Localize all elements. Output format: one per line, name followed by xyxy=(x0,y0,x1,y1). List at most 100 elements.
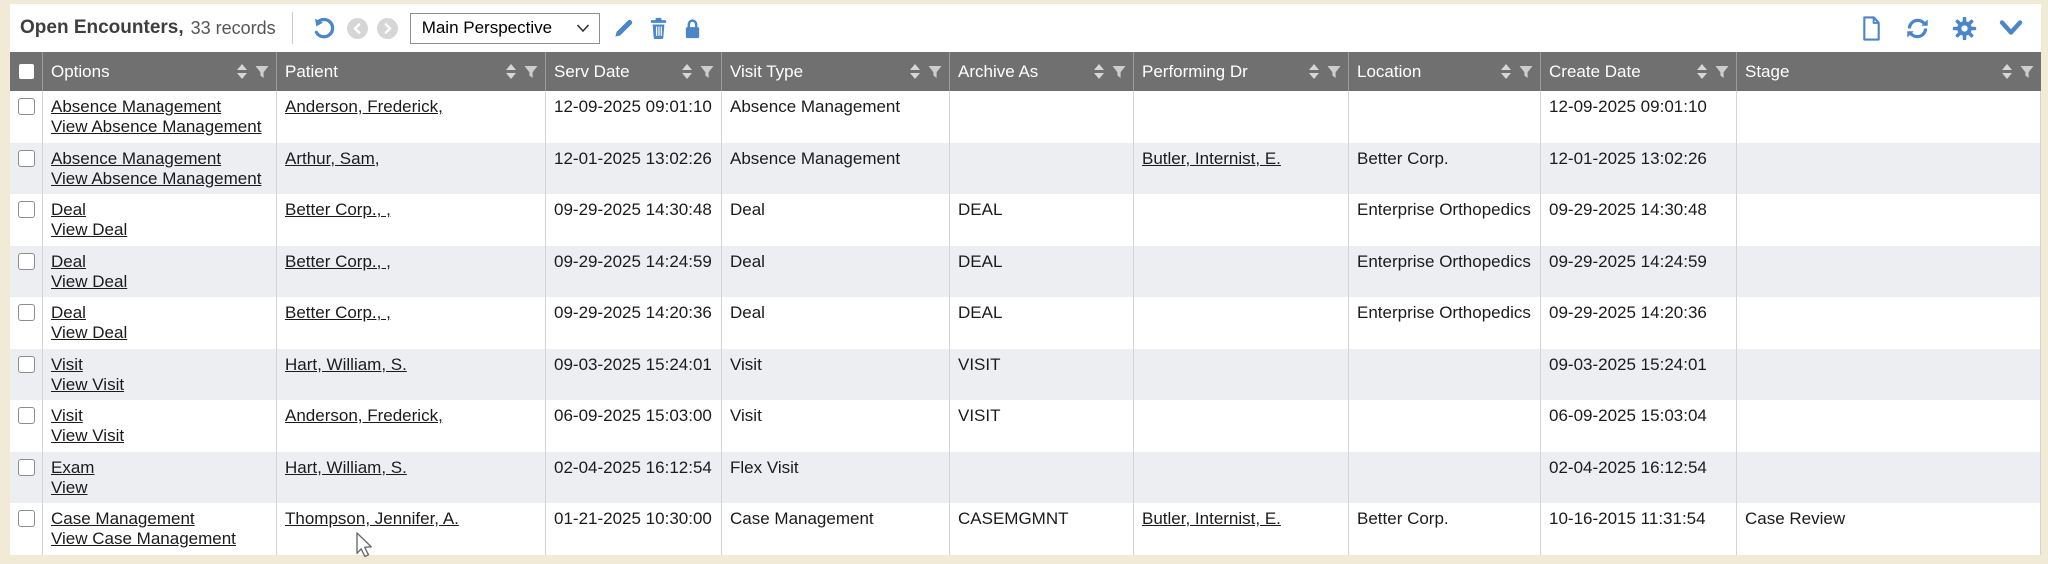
performing_dr-link[interactable]: Butler, Internist, E. xyxy=(1142,148,1281,168)
filter-icon[interactable] xyxy=(700,65,714,79)
sort-icon[interactable] xyxy=(506,64,516,79)
filter-icon[interactable] xyxy=(1327,65,1341,79)
cell-patient: Anderson, Frederick, xyxy=(277,400,546,452)
filter-icon[interactable] xyxy=(1519,65,1533,79)
select-all-checkbox[interactable] xyxy=(18,64,34,79)
action-link[interactable]: Deal xyxy=(51,303,86,322)
sort-icon[interactable] xyxy=(1501,64,1511,79)
cell-location: Enterprise Orthopedics xyxy=(1349,194,1541,246)
cell-visit_type: Deal xyxy=(722,194,950,246)
sort-down-arrow xyxy=(910,73,920,79)
column-header-create-date[interactable]: Create Date xyxy=(1541,52,1737,91)
table-row: Exam View Hart, William, S. 02-04-2025 16:1… xyxy=(10,451,2041,503)
cell-archive_as xyxy=(950,142,1134,194)
row-checkbox[interactable] xyxy=(17,98,35,115)
view-link[interactable]: View Deal xyxy=(51,271,128,291)
row-checkbox[interactable] xyxy=(17,510,35,527)
cell-options: Absence Management View Absence Managemen… xyxy=(43,142,277,194)
sort-up-arrow xyxy=(1309,64,1319,70)
view-link[interactable]: View Visit xyxy=(51,426,125,445)
forward-button[interactable] xyxy=(376,17,398,39)
view-link[interactable]: View Absence Management xyxy=(51,117,262,136)
sort-icon[interactable] xyxy=(1094,64,1104,79)
sort-icon[interactable] xyxy=(1697,64,1707,79)
column-header-options[interactable]: Options xyxy=(43,52,277,91)
refresh-button[interactable] xyxy=(1905,16,1930,41)
patient-link[interactable]: Better Corp., , xyxy=(285,251,391,271)
column-header-patient[interactable]: Patient xyxy=(277,52,546,91)
row-checkbox[interactable] xyxy=(17,252,35,270)
perspective-select[interactable]: Main Perspective xyxy=(409,12,600,44)
new-document-button[interactable] xyxy=(1860,15,1883,41)
row-checkbox[interactable] xyxy=(17,458,35,476)
performing_dr-link[interactable]: Butler, Internist, E. xyxy=(1142,509,1281,528)
lock-perspective-button[interactable] xyxy=(682,17,703,40)
undo-button[interactable] xyxy=(311,16,336,41)
patient-link[interactable]: Hart, William, S. xyxy=(285,354,407,374)
cell-patient: Better Corp., , xyxy=(277,194,546,246)
column-header-serv-date[interactable]: Serv Date xyxy=(546,52,722,91)
sort-down-arrow xyxy=(2002,73,2012,79)
view-link[interactable]: View Case Management xyxy=(51,529,236,548)
settings-button[interactable] xyxy=(1952,16,1977,41)
sort-up-arrow xyxy=(1094,64,1104,70)
trash-icon xyxy=(648,17,669,40)
cell-performing_dr xyxy=(1134,194,1349,246)
row-checkbox[interactable] xyxy=(17,149,35,167)
view-link[interactable]: View xyxy=(51,477,88,497)
filter-icon[interactable] xyxy=(1112,65,1126,79)
filter-icon[interactable] xyxy=(928,65,942,79)
patient-link[interactable]: Anderson, Frederick, xyxy=(285,406,443,425)
table-body: Absence Management View Absence Managemen… xyxy=(10,91,2041,555)
row-checkbox[interactable] xyxy=(17,355,35,373)
cell-visit_type: Visit xyxy=(722,348,950,400)
patient-link[interactable]: Thompson, Jennifer, A. xyxy=(285,509,459,528)
filter-icon[interactable] xyxy=(1715,65,1729,79)
patient-link[interactable]: Anderson, Frederick, xyxy=(285,97,443,116)
filter-icon[interactable] xyxy=(524,65,538,79)
column-header-stage[interactable]: Stage xyxy=(1737,52,2041,91)
row-checkbox[interactable] xyxy=(17,407,35,424)
patient-link[interactable]: Arthur, Sam, xyxy=(285,148,380,168)
perspective-actions xyxy=(613,17,703,40)
sort-down-arrow xyxy=(506,73,516,79)
sort-icon[interactable] xyxy=(237,64,247,79)
action-link[interactable]: Absence Management xyxy=(51,97,222,116)
sort-icon[interactable] xyxy=(682,64,692,79)
filter-icon[interactable] xyxy=(2020,65,2034,79)
delete-perspective-button[interactable] xyxy=(648,17,669,40)
action-link[interactable]: Visit xyxy=(51,354,83,374)
row-checkbox[interactable] xyxy=(17,304,35,321)
column-header-location[interactable]: Location xyxy=(1349,52,1541,91)
toolbar-divider xyxy=(291,12,293,44)
action-link[interactable]: Case Management xyxy=(51,509,195,528)
collapse-panel-button[interactable] xyxy=(1999,19,2023,37)
column-header-performing-dr[interactable]: Performing Dr xyxy=(1134,52,1349,91)
sort-icon[interactable] xyxy=(910,64,920,79)
filter-icon[interactable] xyxy=(255,65,269,79)
column-header-archive-as[interactable]: Archive As xyxy=(950,52,1134,91)
row-select-cell xyxy=(10,451,43,503)
view-link[interactable]: View Deal xyxy=(51,323,128,342)
back-button[interactable] xyxy=(346,17,368,39)
view-link[interactable]: View Absence Management xyxy=(51,168,262,188)
view-link[interactable]: View Visit xyxy=(51,374,125,394)
sort-icon[interactable] xyxy=(1309,64,1319,79)
patient-link[interactable]: Better Corp., , xyxy=(285,303,391,322)
cell-visit_type: Case Management xyxy=(722,503,950,555)
sort-icon[interactable] xyxy=(2002,64,2012,79)
view-link[interactable]: View Deal xyxy=(51,220,128,239)
patient-link[interactable]: Hart, William, S. xyxy=(285,457,407,477)
column-header-visit-type[interactable]: Visit Type xyxy=(722,52,950,91)
cell-create_date: 10-16-2015 11:31:54 xyxy=(1541,503,1737,555)
action-link[interactable]: Absence Management xyxy=(51,148,222,168)
patient-link[interactable]: Better Corp., , xyxy=(285,200,391,219)
row-checkbox[interactable] xyxy=(17,201,35,218)
table-row: Deal View Deal Better Corp., , 09-29-2025 1… xyxy=(10,297,2041,349)
action-link[interactable]: Visit xyxy=(51,406,83,425)
action-link[interactable]: Deal xyxy=(51,251,86,271)
action-link[interactable]: Deal xyxy=(51,200,86,219)
action-link[interactable]: Exam xyxy=(51,457,95,477)
cell-patient: Thompson, Jennifer, A. xyxy=(277,503,546,555)
edit-perspective-button[interactable] xyxy=(613,17,635,39)
